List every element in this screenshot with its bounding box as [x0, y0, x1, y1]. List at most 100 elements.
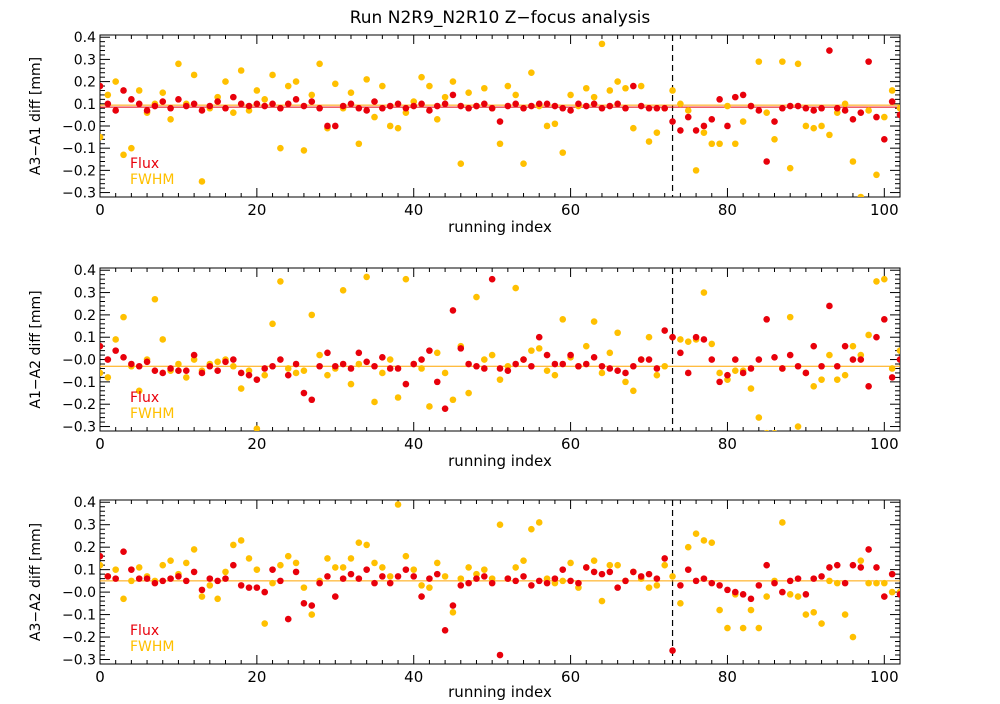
flux-point: [261, 102, 269, 110]
fwhm-point: [379, 369, 386, 377]
fwhm-point: [614, 561, 621, 569]
flux-point: [112, 347, 119, 354]
y-axis-label: A3−A1 diff [mm]: [28, 57, 44, 175]
fwhm-point: [496, 376, 504, 383]
fwhm-point: [104, 374, 112, 381]
flux-point: [810, 575, 818, 582]
flux-point: [222, 575, 229, 582]
flux-point: [386, 102, 394, 110]
flux-point: [888, 98, 896, 105]
flux-point: [535, 333, 543, 341]
fwhm-point: [175, 360, 182, 368]
flux-point: [339, 360, 347, 368]
fwhm-point: [669, 87, 676, 94]
fwhm-point: [606, 349, 614, 357]
fwhm-point: [535, 519, 543, 526]
flux-point: [449, 602, 457, 609]
fwhm-point: [167, 116, 174, 123]
fwhm-point: [363, 273, 370, 281]
fwhm-point: [355, 539, 363, 546]
flux-point: [543, 579, 551, 587]
fwhm-point: [379, 564, 386, 571]
fwhm-point: [237, 385, 245, 392]
flux-point: [841, 579, 849, 587]
x-tick-label: 60: [561, 435, 580, 453]
flux-point: [410, 573, 418, 580]
flux-point: [488, 104, 496, 112]
fwhm-point: [772, 429, 777, 431]
fwhm-point: [684, 107, 692, 114]
fwhm-point: [512, 91, 519, 99]
flux-point: [833, 104, 841, 112]
flux-point: [567, 107, 574, 114]
x-tick-label: 20: [247, 435, 266, 453]
flux-point: [833, 362, 841, 370]
fwhm-point: [418, 365, 425, 372]
fwhm-point: [112, 336, 119, 343]
fwhm-point: [167, 557, 174, 564]
flux-point: [535, 577, 543, 585]
fwhm-point: [896, 347, 900, 354]
y-tick-label: −0.3: [62, 186, 96, 202]
flux-point: [433, 378, 441, 386]
fwhm-point: [779, 58, 786, 65]
fwhm-point: [104, 91, 112, 99]
fwhm-point: [833, 376, 841, 383]
fwhm-point: [841, 100, 849, 108]
flux-point: [473, 102, 480, 110]
flux-point: [551, 575, 559, 582]
fwhm-point: [888, 365, 896, 372]
flux-point: [716, 96, 723, 103]
flux-point: [653, 575, 661, 582]
flux-point: [622, 104, 629, 112]
fwhm-point: [284, 365, 292, 372]
flux-point: [857, 109, 865, 116]
flux-point: [104, 356, 112, 363]
x-tick-label: 80: [718, 435, 737, 453]
fwhm-point: [230, 541, 237, 549]
fwhm-point: [779, 519, 786, 526]
flux-point: [245, 371, 253, 379]
fwhm-point: [669, 573, 676, 580]
fwhm-point: [339, 564, 347, 571]
fwhm-point: [175, 60, 182, 68]
fwhm-point: [504, 82, 512, 90]
flux-point: [606, 102, 614, 110]
flux-point: [630, 362, 637, 370]
fwhm-point: [873, 278, 880, 285]
fwhm-point: [818, 376, 825, 383]
fwhm-point: [755, 414, 763, 421]
flux-point: [575, 100, 582, 108]
fwhm-point: [214, 595, 221, 603]
fwhm-point: [316, 351, 323, 359]
flux-point: [426, 575, 433, 582]
fwhm-point: [528, 347, 535, 354]
fwhm-point: [292, 559, 300, 567]
flux-point: [100, 552, 104, 560]
fwhm-point: [763, 109, 770, 116]
fwhm-point: [653, 129, 661, 136]
fwhm-point: [277, 561, 284, 569]
fwhm-point: [269, 579, 276, 587]
fwhm-point: [708, 539, 716, 546]
fwhm-point: [684, 338, 692, 345]
flux-point: [684, 369, 692, 377]
x-tick-label: 100: [870, 435, 899, 453]
fwhm-point: [786, 313, 794, 321]
fwhm-point: [159, 89, 167, 96]
flux-point: [810, 342, 818, 350]
flux-point: [645, 570, 653, 578]
flux-point: [818, 573, 825, 580]
fwhm-point: [347, 555, 355, 562]
flux-point: [763, 561, 770, 569]
data-layer: [100, 40, 900, 197]
fwhm-point: [716, 369, 723, 377]
fwhm-point: [371, 559, 378, 567]
fwhm-point: [441, 573, 449, 580]
flux-point: [198, 107, 206, 114]
flux-point: [873, 564, 880, 571]
x-tick-label: 100: [870, 668, 899, 686]
y-tick-label: 0.2: [74, 540, 96, 556]
fwhm-point: [418, 582, 425, 589]
